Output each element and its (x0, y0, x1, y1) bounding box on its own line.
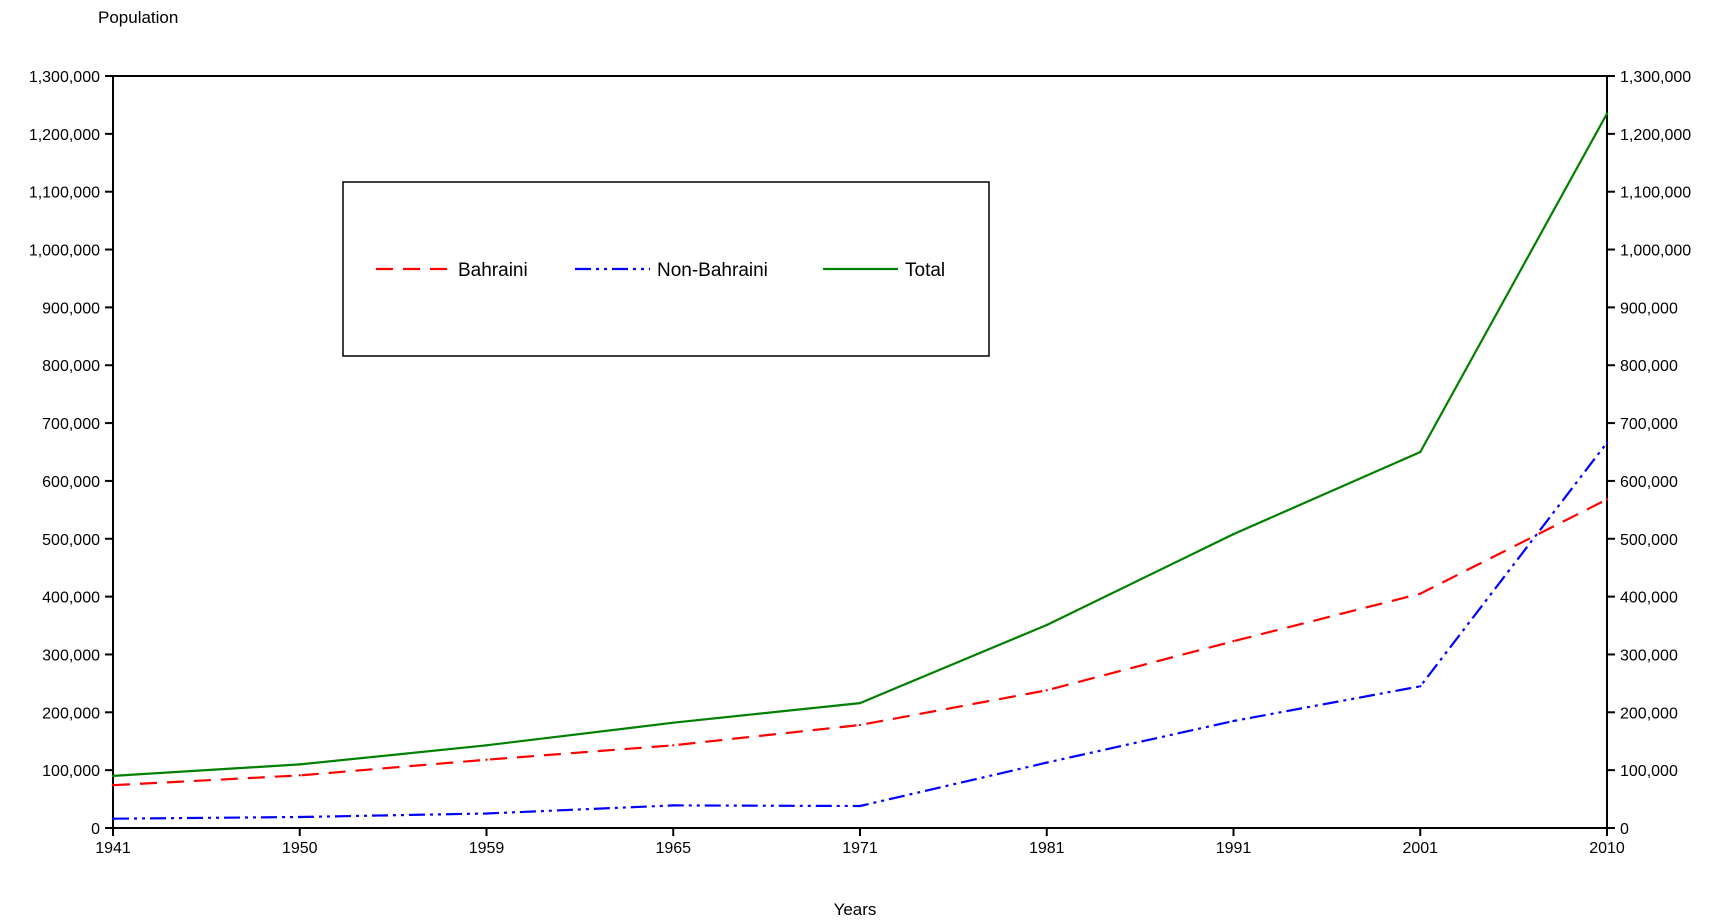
series-line-bahraini (112, 498, 1608, 787)
x-tick-label: 1959 (469, 840, 505, 857)
y-tick-label-right: 900,000 (1620, 300, 1678, 317)
y-tick-label-left: 700,000 (42, 416, 100, 433)
legend-label: Non-Bahraini (657, 260, 768, 281)
data-point (1232, 719, 1235, 723)
data-point (1605, 441, 1609, 444)
y-tick-label-right: 700,000 (1620, 416, 1678, 433)
y-tick-label-left: 200,000 (42, 705, 100, 722)
y-tick-label-left: 300,000 (42, 647, 100, 664)
y-tick-label-left: 1,000,000 (29, 243, 100, 260)
y-tick-label-right: 300,000 (1620, 647, 1678, 664)
x-axis-title: Years (834, 900, 877, 919)
data-point (111, 817, 115, 820)
data-point (1419, 450, 1422, 454)
data-point (1232, 639, 1235, 643)
y-tick-label-right: 800,000 (1620, 358, 1678, 375)
series-lines (111, 112, 1609, 820)
y-tick-label-left: 100,000 (42, 763, 100, 780)
y-tick-label-left: 0 (91, 821, 100, 838)
x-tick-label: 1991 (1216, 840, 1252, 857)
data-point (1232, 532, 1235, 536)
y-tick-label-right: 500,000 (1620, 532, 1678, 549)
y-tick-label-right: 100,000 (1620, 763, 1678, 780)
legend-box (342, 181, 990, 357)
data-point (672, 721, 675, 724)
legend-label: Total (905, 260, 945, 281)
y-tick-label-right: 1,300,000 (1620, 69, 1691, 86)
data-point (485, 812, 488, 815)
data-point (672, 744, 675, 747)
y-tick-label-left: 600,000 (42, 474, 100, 491)
y-tick-label-right: 200,000 (1620, 705, 1678, 722)
legend-label: Bahraini (458, 260, 528, 281)
y-tick-label-left: 1,100,000 (29, 185, 100, 202)
x-tick-label: 2010 (1589, 840, 1625, 857)
y-tick-label-left: 1,300,000 (29, 69, 100, 86)
data-point (1605, 498, 1609, 501)
x-tick-label: 1981 (1029, 840, 1065, 857)
data-point (298, 763, 301, 766)
data-point (1419, 592, 1422, 595)
data-point (298, 774, 301, 777)
data-point (1419, 685, 1422, 688)
x-tick-label: 1965 (655, 840, 691, 857)
data-point (111, 783, 115, 787)
x-tick-label: 2001 (1402, 840, 1438, 857)
y-axis-title: Population (98, 8, 178, 27)
y-tick-label-left: 1,200,000 (29, 127, 100, 144)
x-tick-label: 1950 (282, 840, 318, 857)
axis-ticks: 0 0 100,000 100,000 200,000 200,000 300,000 300… (29, 69, 1691, 857)
data-point (1045, 761, 1048, 764)
y-tick-label-right: 0 (1620, 821, 1629, 838)
y-tick-label-right: 400,000 (1620, 590, 1678, 607)
legend: Bahraini Non-Bahraini Total (342, 181, 990, 357)
data-point (485, 744, 488, 747)
y-tick-label-left: 800,000 (42, 358, 100, 375)
y-tick-label-right: 1,100,000 (1620, 185, 1691, 202)
y-tick-label-left: 500,000 (42, 532, 100, 549)
x-tick-label: 1941 (95, 840, 131, 857)
data-point (298, 815, 301, 819)
y-tick-label-right: 1,000,000 (1620, 243, 1691, 260)
series-line-non-bahraini (112, 442, 1608, 820)
data-point (485, 758, 488, 761)
y-tick-label-right: 600,000 (1620, 474, 1678, 491)
data-point (1045, 623, 1048, 627)
y-tick-label-left: 400,000 (42, 590, 100, 607)
x-tick-label: 1971 (842, 840, 878, 857)
data-point (1045, 689, 1048, 692)
data-point (672, 804, 675, 807)
data-point (111, 774, 115, 778)
data-point (858, 701, 862, 705)
data-point (858, 804, 862, 808)
y-tick-label-right: 1,200,000 (1620, 127, 1691, 144)
data-point (858, 723, 862, 727)
y-tick-label-left: 900,000 (42, 300, 100, 317)
data-point (1605, 112, 1609, 115)
